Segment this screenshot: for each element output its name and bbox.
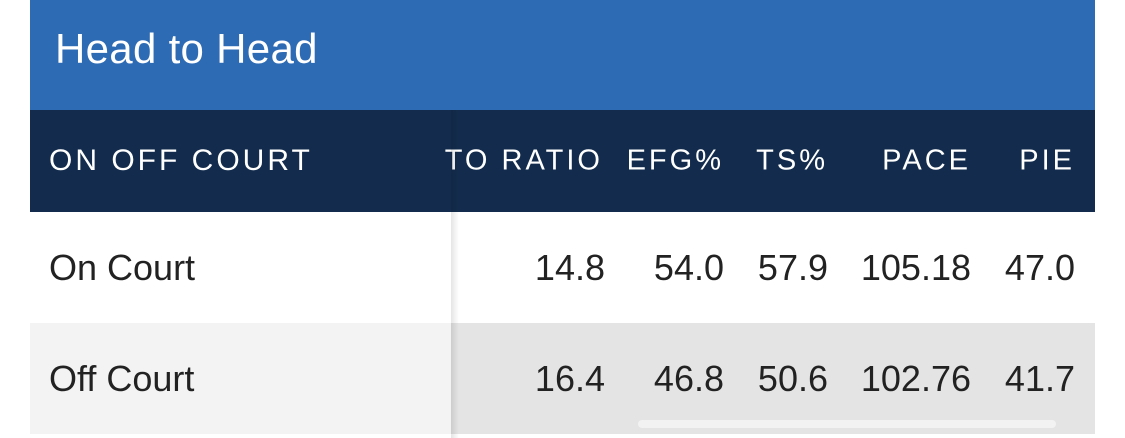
cell-pace: 105.18 (860, 246, 971, 288)
row-label-cell: Off Court (30, 323, 451, 434)
cell-ts: 50.6 (757, 357, 828, 399)
column-header-pace[interactable]: PACE (882, 144, 971, 177)
cell-pie: 47.0 (1004, 246, 1075, 288)
card-title: Head to Head (55, 25, 318, 72)
header-label-cell: ON OFF COURT (30, 110, 451, 212)
cell-to-ratio: 14.8 (534, 246, 605, 288)
cell-efg: 46.8 (653, 357, 724, 399)
column-header-efg[interactable]: EFG% (626, 144, 724, 177)
cell-efg: 54.0 (653, 246, 724, 288)
title-bar: Head to Head (30, 0, 1095, 110)
cell-pace: 102.76 (860, 357, 971, 399)
row-label: On Court (49, 246, 196, 288)
column-header-to-ratio[interactable]: TO RATIO (444, 144, 603, 177)
column-header-ts[interactable]: TS% (756, 144, 828, 177)
table-row-on-court: On Court 14.8 54.0 57.9 105.18 47.0 (30, 212, 1095, 323)
row-label: Off Court (49, 357, 195, 399)
horizontal-scrollbar[interactable] (638, 420, 1056, 428)
cell-to-ratio: 16.4 (534, 357, 605, 399)
column-header-pie[interactable]: PIE (1019, 144, 1075, 177)
cell-ts: 57.9 (757, 246, 828, 288)
column-header-on-off-court[interactable]: ON OFF COURT (49, 144, 313, 177)
cell-pie: 41.7 (1004, 357, 1075, 399)
head-to-head-card: Head to Head ON OFF COURT TO RATIO EFG% … (30, 0, 1095, 438)
row-label-cell: On Court (30, 212, 451, 323)
table-row-off-court: Off Court 16.4 46.8 50.6 102.76 41.7 (30, 323, 1095, 434)
table-header-row: ON OFF COURT TO RATIO EFG% TS% PACE PIE (30, 110, 1095, 212)
